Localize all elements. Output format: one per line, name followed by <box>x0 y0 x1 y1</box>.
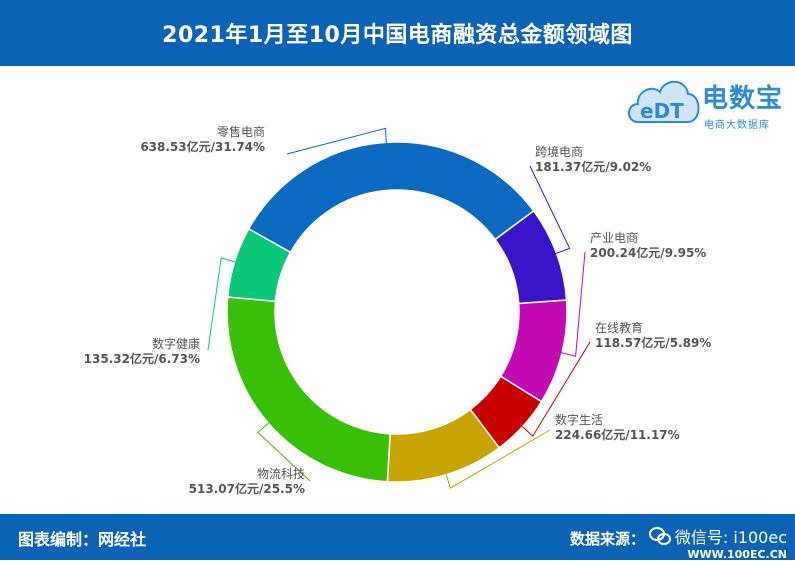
slice-0 <box>247 141 535 254</box>
edt-logo: eDT 电数宝 电商大数据库 <box>624 70 792 140</box>
footer-source-site: WWW.100EC.CN <box>687 548 787 561</box>
wechat-icon <box>648 527 671 545</box>
slice-label-2: 产业电商 <box>590 230 638 245</box>
slice-value-label-2: 200.24亿元/9.95% <box>590 245 706 260</box>
chart-footer: 图表编制：网经社 数据来源： 微信号: i100ec WWW.100EC.CN <box>0 514 795 561</box>
slice-label-1: 跨境电商 <box>535 144 583 159</box>
chart-title: 2021年1月至10月中国电商融资总金额领域图 <box>162 23 633 48</box>
slice-value-label-6: 135.32亿元/6.73% <box>84 351 200 366</box>
logo-mark: eDT <box>640 99 684 123</box>
leader-line-1 <box>529 165 571 255</box>
slice-value-label-3: 118.57亿元/5.89% <box>595 335 711 350</box>
leader-line-2 <box>559 251 586 357</box>
slice-label-3: 在线教育 <box>595 320 643 335</box>
slice-value-label-5: 513.07亿元/25.5% <box>189 481 305 496</box>
leader-line-4 <box>445 429 551 489</box>
logo-tagline: 电商大数据库 <box>704 120 770 131</box>
wechat-id: 微信号: i100ec <box>674 528 787 547</box>
slice-label-5: 物流科技 <box>257 467 305 481</box>
slice-label-4: 数字生活 <box>555 412 603 427</box>
wechat-watermark: 微信号: i100ec WWW.100EC.CN <box>648 524 787 561</box>
slice-value-label-0: 638.53亿元/31.74% <box>140 139 265 154</box>
slice-value-label-1: 181.37亿元/9.02% <box>535 159 651 174</box>
slice-6 <box>226 227 292 303</box>
logo-brand: 电数宝 <box>702 84 784 114</box>
leader-line-3 <box>520 341 591 437</box>
slice-label-0: 零售电商 <box>217 124 265 139</box>
slice-5 <box>226 296 391 483</box>
footer-editor: 图表编制：网经社 <box>18 530 147 549</box>
cloud-icon: eDT <box>628 80 700 123</box>
leader-line-5 <box>257 421 311 482</box>
leader-line-0 <box>286 127 387 155</box>
footer-source: 数据来源： <box>569 530 645 548</box>
slice-value-label-4: 224.66亿元/11.17% <box>555 427 680 442</box>
leader-line-6 <box>207 257 237 351</box>
chart-header: 2021年1月至10月中国电商融资总金额领域图 <box>0 0 795 66</box>
slice-label-6: 数字健康 <box>152 336 200 351</box>
